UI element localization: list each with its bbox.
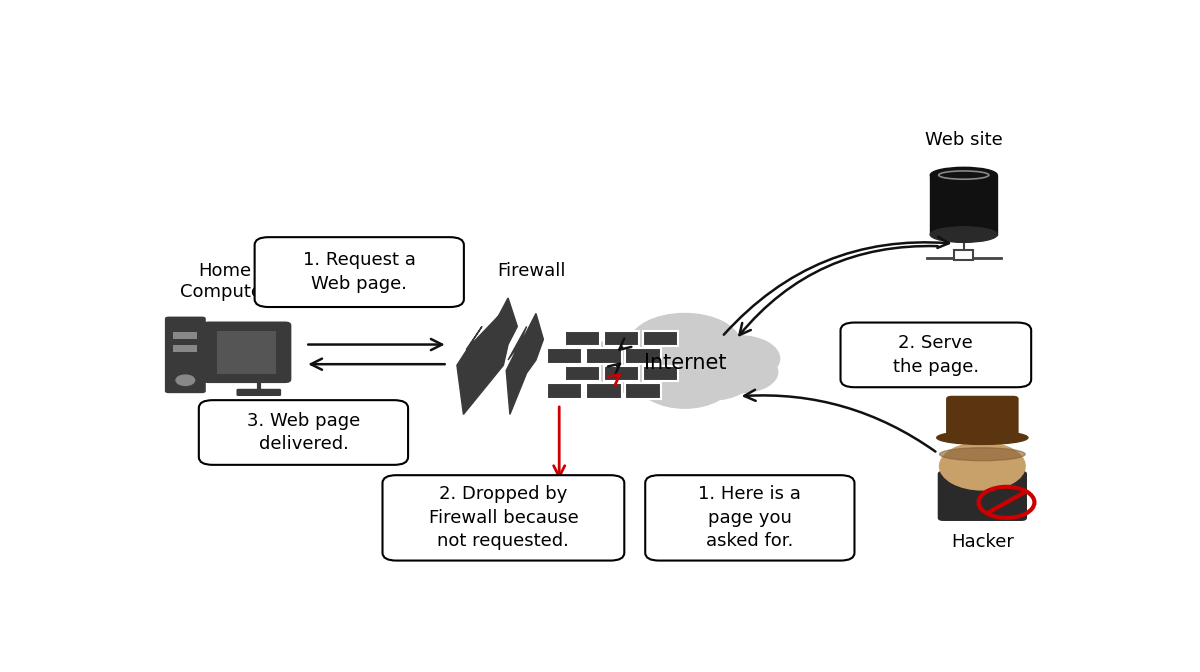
FancyBboxPatch shape [937,471,1027,521]
Circle shape [590,336,672,381]
FancyBboxPatch shape [643,331,678,346]
FancyBboxPatch shape [173,332,198,339]
FancyBboxPatch shape [173,345,198,352]
FancyBboxPatch shape [625,348,660,364]
Text: Hacker: Hacker [950,534,1014,552]
Polygon shape [457,298,517,415]
FancyBboxPatch shape [236,389,281,396]
Text: 3. Web page
delivered.: 3. Web page delivered. [247,412,360,454]
Circle shape [618,356,696,400]
Ellipse shape [930,167,997,183]
Ellipse shape [940,448,1025,461]
FancyBboxPatch shape [565,366,600,381]
FancyBboxPatch shape [840,323,1031,387]
FancyBboxPatch shape [646,475,854,560]
FancyBboxPatch shape [586,383,622,399]
Polygon shape [506,314,544,415]
FancyBboxPatch shape [199,400,408,465]
FancyBboxPatch shape [625,383,660,399]
Text: 1. Request a
Web page.: 1. Request a Web page. [302,251,415,293]
Circle shape [629,313,740,376]
FancyBboxPatch shape [217,331,276,374]
Text: Internet: Internet [643,353,726,373]
FancyBboxPatch shape [954,250,973,261]
Ellipse shape [930,227,997,243]
Text: Firewall: Firewall [497,262,565,280]
Circle shape [697,336,780,381]
Circle shape [638,356,731,408]
Text: Web site: Web site [925,131,1003,149]
FancyBboxPatch shape [202,321,292,383]
Text: 2. Serve
the page.: 2. Serve the page. [893,334,979,376]
FancyBboxPatch shape [604,331,640,346]
FancyBboxPatch shape [254,237,464,307]
Polygon shape [930,175,997,235]
Ellipse shape [937,431,1028,444]
FancyBboxPatch shape [164,317,206,393]
FancyBboxPatch shape [383,475,624,560]
FancyBboxPatch shape [604,366,640,381]
Circle shape [940,442,1025,490]
Text: Home
Computer: Home Computer [180,262,269,300]
FancyBboxPatch shape [547,348,582,364]
FancyBboxPatch shape [547,383,582,399]
FancyBboxPatch shape [643,366,678,381]
FancyBboxPatch shape [565,331,600,346]
Circle shape [673,356,751,400]
Circle shape [703,351,778,392]
FancyBboxPatch shape [946,396,1019,441]
Text: 1. Here is a
page you
asked for.: 1. Here is a page you asked for. [698,485,802,550]
FancyBboxPatch shape [586,348,622,364]
Circle shape [176,375,194,386]
Circle shape [592,351,666,392]
Text: 2. Dropped by
Firewall because
not requested.: 2. Dropped by Firewall because not reque… [428,485,578,550]
